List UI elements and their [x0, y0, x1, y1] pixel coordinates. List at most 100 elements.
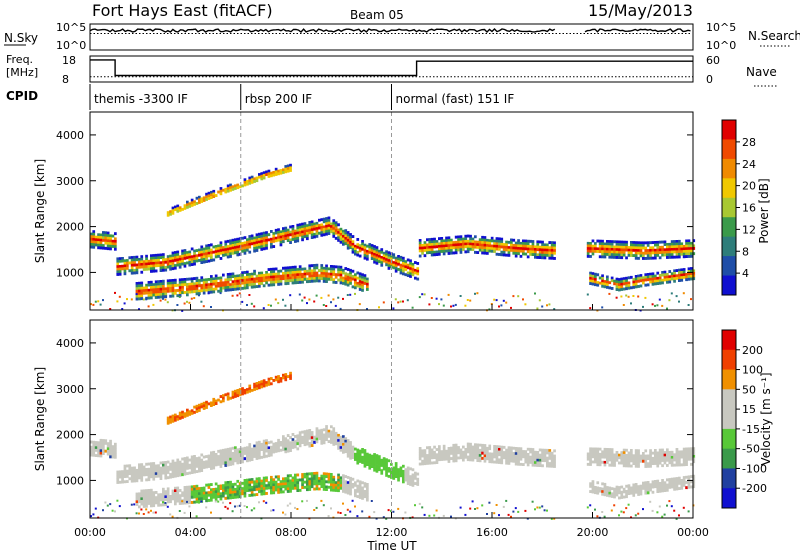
- echo-cell: [114, 442, 117, 446]
- scatter-cell: [678, 300, 680, 303]
- echo-cell: [342, 229, 345, 233]
- echo-cell: [373, 453, 376, 456]
- echo-cell: [270, 445, 273, 449]
- echo-cell: [649, 254, 652, 258]
- echo-cell: [92, 232, 96, 236]
- echo-cell: [625, 243, 628, 247]
- echo-cell: [646, 254, 650, 258]
- echo-cell: [320, 434, 324, 437]
- scatter-cell: [651, 509, 654, 512]
- echo-cell: [680, 247, 684, 251]
- echo-cell: [279, 274, 283, 278]
- echo-cell: [666, 453, 669, 457]
- echo-cell: [306, 485, 309, 489]
- echo-cell: [682, 483, 686, 487]
- echo-cell: [282, 237, 285, 241]
- velocity-y-label: Slant Range [km]: [33, 367, 47, 471]
- echo-cell: [171, 262, 175, 265]
- echo-cell: [274, 375, 278, 379]
- echo-cell: [234, 187, 237, 190]
- echo-cell: [301, 278, 304, 281]
- echo-cell: [543, 248, 547, 252]
- echo-cell: [195, 500, 199, 504]
- colorbar-segment: [722, 275, 736, 296]
- echo-cell: [92, 245, 96, 249]
- echo-cell: [154, 264, 158, 268]
- echo-cell: [390, 470, 393, 474]
- echo-cell: [243, 391, 247, 395]
- echo-cell: [236, 282, 240, 286]
- echo-cell: [282, 482, 285, 486]
- echo-cell: [198, 464, 201, 468]
- echo-cell: [284, 229, 288, 233]
- echo-cell: [618, 245, 621, 249]
- echo-cell: [231, 251, 235, 255]
- echo-cell: [296, 239, 300, 243]
- echo-cell: [298, 431, 302, 435]
- echo-cell: [663, 250, 667, 254]
- echo-cell: [344, 274, 348, 278]
- echo-cell: [140, 500, 144, 503]
- echo-cell: [622, 448, 626, 452]
- echo-cell: [596, 281, 600, 284]
- echo-cell: [536, 453, 540, 457]
- echo-cell: [433, 456, 436, 459]
- echo-cell: [306, 442, 309, 446]
- echo-cell: [447, 241, 451, 245]
- echo-cell: [176, 474, 180, 478]
- echo-cell: [627, 251, 631, 255]
- echo-cell: [114, 240, 117, 243]
- echo-cell: [625, 461, 628, 465]
- echo-cell: [92, 230, 96, 234]
- echo-cell: [351, 285, 355, 289]
- echo-cell: [471, 453, 475, 457]
- echo-cell: [262, 481, 266, 485]
- echo-cell: [332, 221, 336, 225]
- echo-cell: [169, 262, 172, 266]
- echo-cell: [241, 286, 244, 290]
- echo-cell: [226, 255, 230, 259]
- echo-cell: [277, 228, 280, 232]
- echo-cell: [661, 281, 664, 285]
- echo-cell: [181, 262, 184, 266]
- echo-cell: [682, 481, 686, 485]
- echo-cell: [490, 239, 494, 243]
- echo-cell: [303, 480, 307, 484]
- echo-cell: [322, 279, 326, 283]
- echo-cell: [670, 242, 674, 246]
- echo-cell: [404, 478, 408, 482]
- echo-cell: [123, 472, 127, 476]
- echo-cell: [637, 457, 640, 460]
- echo-cell: [339, 265, 343, 269]
- echo-cell: [512, 251, 516, 255]
- echo-cell: [193, 492, 196, 496]
- echo-cell: [500, 458, 504, 462]
- echo-cell: [654, 254, 657, 257]
- echo-cell: [358, 485, 362, 489]
- echo-cell: [464, 245, 468, 249]
- echo-cell: [126, 261, 129, 265]
- echo-cell: [670, 255, 674, 259]
- echo-cell: [286, 477, 290, 480]
- echo-cell: [610, 458, 614, 462]
- echo-cell: [250, 450, 254, 454]
- echo-cell: [200, 402, 204, 406]
- echo-cell: [344, 277, 348, 281]
- echo-cell: [409, 467, 412, 471]
- echo-cell: [236, 479, 240, 483]
- echo-cell: [133, 474, 136, 478]
- echo-cell: [126, 464, 129, 468]
- echo-cell: [267, 174, 271, 178]
- scatter-cell: [522, 298, 524, 301]
- echo-cell: [202, 466, 206, 469]
- echo-cell: [337, 486, 340, 490]
- echo-cell: [685, 481, 688, 484]
- echo-cell: [308, 482, 312, 486]
- echo-cell: [272, 237, 276, 241]
- echo-cell: [291, 438, 295, 442]
- echo-cell: [284, 167, 288, 171]
- echo-cell: [106, 239, 110, 243]
- scatter-cell: [200, 500, 203, 503]
- colorbar-tick-label: 50: [742, 383, 756, 396]
- echo-cell: [190, 495, 194, 499]
